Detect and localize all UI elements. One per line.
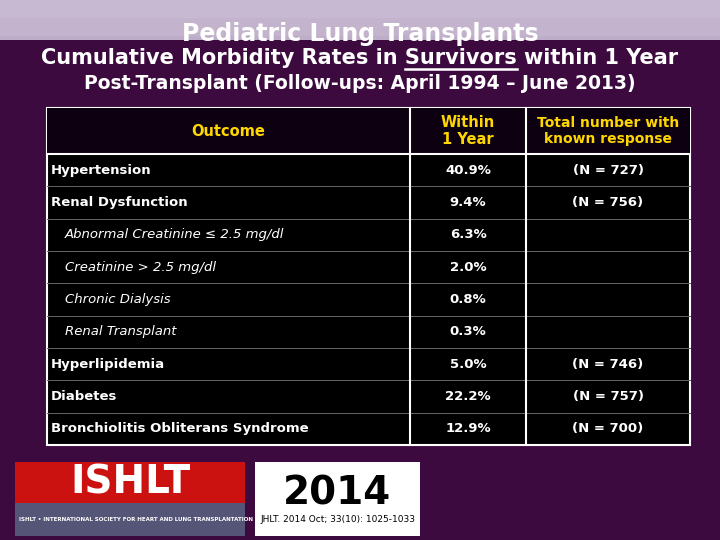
Bar [0,108,720,127]
Text: 22.2%: 22.2% [446,390,491,403]
Bar [0,36,720,55]
Text: Chronic Dialysis: Chronic Dialysis [65,293,171,306]
Bar [47,108,690,445]
Text: Cumulative Morbidity Rates in: Cumulative Morbidity Rates in [0,48,364,68]
Bar [0,90,720,109]
Text: (N = 757): (N = 757) [572,390,644,403]
Bar [0,216,720,235]
Text: Diabetes: Diabetes [51,390,117,403]
Text: Creatinine > 2.5 mg/dl: Creatinine > 2.5 mg/dl [65,261,216,274]
Bar [0,162,720,181]
Bar [0,198,720,217]
Bar [0,252,720,271]
Text: 12.9%: 12.9% [446,422,491,435]
Text: Total number with
known response: Total number with known response [537,116,679,146]
Bar [0,144,720,163]
Bar [0,378,720,397]
Text: 9.4%: 9.4% [450,196,487,209]
Bar [0,288,720,307]
Bar [0,306,720,325]
Text: (N = 727): (N = 727) [572,164,644,177]
Bar [15,462,245,536]
Bar [0,450,720,469]
Bar [0,0,720,19]
Text: 0.3%: 0.3% [450,325,487,339]
Bar [0,72,720,91]
Bar [0,414,720,433]
Text: 5.0%: 5.0% [450,357,487,370]
Text: (N = 746): (N = 746) [572,357,644,370]
Bar [0,504,720,523]
Text: (N = 700): (N = 700) [572,422,644,435]
Text: 2014: 2014 [284,474,392,512]
Bar [0,360,720,379]
Bar [0,468,720,487]
Text: Outcome: Outcome [192,124,266,138]
Text: 40.9%: 40.9% [445,164,491,177]
Bar [0,486,720,505]
Bar [47,108,690,154]
Bar [0,126,720,145]
Bar [0,54,720,73]
Bar [0,432,720,451]
Text: ISHLT • INTERNATIONAL SOCIETY FOR HEART AND LUNG TRANSPLANTATION: ISHLT • INTERNATIONAL SOCIETY FOR HEART … [19,517,253,522]
Bar [255,462,420,536]
Bar [0,522,720,540]
Text: 0.8%: 0.8% [450,293,487,306]
Text: Post-Transplant (Follow-ups: April 1994 – June 2013): Post-Transplant (Follow-ups: April 1994 … [84,74,636,93]
Text: ISHLT: ISHLT [70,463,190,501]
Text: Pediatric Lung Transplants: Pediatric Lung Transplants [181,22,539,46]
Text: Abnormal Creatinine ≤ 2.5 mg/dl: Abnormal Creatinine ≤ 2.5 mg/dl [65,228,284,241]
Bar [0,270,720,289]
Bar [0,396,720,415]
Text: Hyperlipidemia: Hyperlipidemia [51,357,165,370]
Bar [0,180,720,199]
Text: Cumulative Morbidity Rates in Survivors within 1 Year: Cumulative Morbidity Rates in Survivors … [42,48,678,68]
Text: 6.3%: 6.3% [450,228,487,241]
Text: 2.0%: 2.0% [450,261,487,274]
Bar [0,234,720,253]
Text: Survivors: Survivors [0,48,112,68]
Text: Renal Transplant: Renal Transplant [65,325,176,339]
Text: Renal Dysfunction: Renal Dysfunction [51,196,188,209]
Text: (N = 756): (N = 756) [572,196,644,209]
Bar [0,324,720,343]
Bar [0,18,720,37]
Bar [15,503,245,536]
Text: JHLT. 2014 Oct; 33(10): 1025-1033: JHLT. 2014 Oct; 33(10): 1025-1033 [260,515,415,524]
Bar [0,342,720,361]
Text: Hypertension: Hypertension [51,164,152,177]
Text: Cumulative Morbidity Rates in Survivors within 1 Year: Cumulative Morbidity Rates in Survivors … [42,48,678,68]
Text: Bronchiolitis Obliterans Syndrome: Bronchiolitis Obliterans Syndrome [51,422,309,435]
Text: Within
1 Year: Within 1 Year [441,115,495,147]
